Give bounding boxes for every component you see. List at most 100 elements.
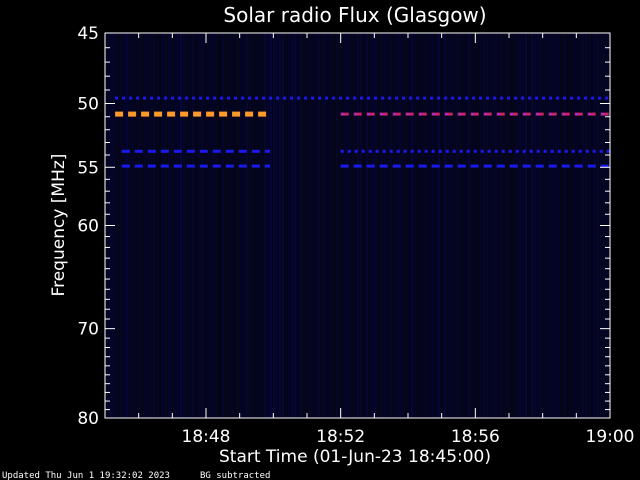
noise-column <box>309 33 311 418</box>
band-highlight <box>393 113 396 116</box>
noise-column <box>354 33 356 418</box>
x-tick-label: 19:00 <box>586 427 635 447</box>
band-segment <box>354 149 358 153</box>
noise-column <box>219 33 221 418</box>
band-segment <box>587 112 596 116</box>
band-segment <box>437 96 441 100</box>
noise-column <box>180 33 182 418</box>
noise-column <box>477 33 479 418</box>
band-segment <box>269 96 273 100</box>
band-segment <box>225 164 234 168</box>
band-segment <box>465 96 469 100</box>
band-segment <box>410 149 414 153</box>
noise-column <box>537 33 539 418</box>
band-segment <box>171 96 175 100</box>
noise-column <box>393 33 395 418</box>
band-segment <box>185 96 189 100</box>
noise-column <box>363 33 365 418</box>
band-segment <box>600 164 609 168</box>
band-segment <box>395 96 399 100</box>
noise-column <box>432 33 434 418</box>
noise-column <box>141 33 143 418</box>
noise-column <box>117 33 119 418</box>
noise-column <box>381 33 383 418</box>
noise-column <box>387 33 389 418</box>
noise-column <box>294 33 296 418</box>
band-segment <box>431 149 435 153</box>
band-highlight <box>575 113 578 116</box>
noise-column <box>489 33 491 418</box>
band-segment <box>509 112 518 116</box>
noise-column <box>150 33 152 418</box>
band-segment <box>496 112 505 116</box>
band-segment <box>248 96 252 100</box>
band-highlight <box>562 113 565 116</box>
band-segment <box>192 96 196 100</box>
band-segment <box>487 149 491 153</box>
band-segment <box>219 111 228 117</box>
band-segment <box>180 111 189 117</box>
noise-column <box>444 33 446 418</box>
band-segment <box>238 149 247 153</box>
band-segment <box>128 111 137 117</box>
band-segment <box>574 164 583 168</box>
noise-column <box>135 33 137 418</box>
x-axis-label: Start Time (01-Jun-23 18:45:00) <box>219 447 491 467</box>
band-segment <box>379 112 388 116</box>
noise-column <box>318 33 320 418</box>
band-segment <box>600 112 609 116</box>
band-highlight <box>536 113 539 116</box>
noise-column <box>525 33 527 418</box>
band-segment <box>392 112 401 116</box>
noise-column <box>504 33 506 418</box>
band-segment <box>409 96 413 100</box>
band-segment <box>451 96 455 100</box>
band-segment <box>388 96 392 100</box>
band-segment <box>381 96 385 100</box>
x-tick-label: 18:52 <box>316 427 365 447</box>
band-segment <box>473 149 477 153</box>
band-segment <box>587 164 596 168</box>
noise-column <box>189 33 191 418</box>
noise-column <box>513 33 515 418</box>
noise-column <box>597 33 599 418</box>
band-segment <box>255 96 259 100</box>
noise-column <box>276 33 278 418</box>
background-noise <box>105 33 611 418</box>
band-segment <box>186 149 195 153</box>
band-segment <box>147 164 156 168</box>
band-segment <box>535 112 544 116</box>
noise-column <box>240 33 242 418</box>
band-segment <box>379 164 388 168</box>
band-segment <box>264 149 270 153</box>
band-segment <box>417 149 421 153</box>
band-segment <box>535 96 539 100</box>
noise-column <box>585 33 587 418</box>
band-segment <box>368 149 372 153</box>
band-segment <box>521 96 525 100</box>
band-highlight <box>523 113 526 116</box>
band-segment <box>199 149 208 153</box>
noise-column <box>591 33 593 418</box>
band-segment <box>206 111 215 117</box>
noise-column <box>144 33 146 418</box>
noise-column <box>249 33 251 418</box>
noise-column <box>420 33 422 418</box>
noise-column <box>333 33 335 418</box>
noise-column <box>405 33 407 418</box>
noise-column <box>555 33 557 418</box>
band-highlight <box>432 113 435 116</box>
band-segment <box>232 111 241 117</box>
band-segment <box>234 96 238 100</box>
noise-column <box>216 33 218 418</box>
band-segment <box>160 164 169 168</box>
band-segment <box>496 164 505 168</box>
band-segment <box>199 164 208 168</box>
band-segment <box>418 164 427 168</box>
noise-column <box>348 33 350 418</box>
noise-column <box>423 33 425 418</box>
band-segment <box>424 149 428 153</box>
band-segment <box>466 149 470 153</box>
noise-column <box>546 33 548 418</box>
band-segment <box>212 164 221 168</box>
